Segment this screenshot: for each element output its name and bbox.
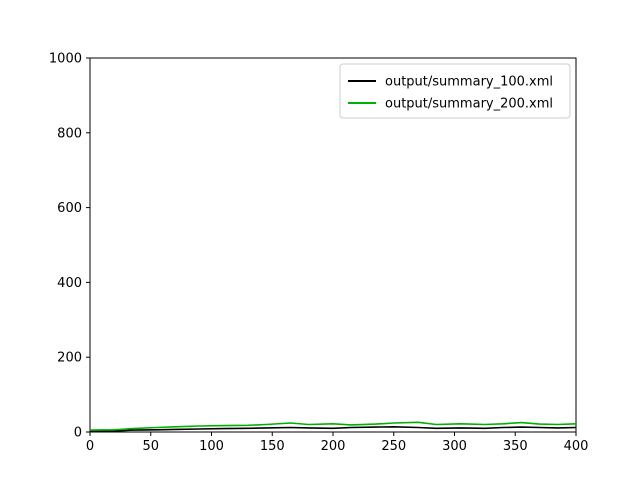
plot-area [89,57,577,433]
y-tick-label: 0 [74,426,82,441]
y-tick-label: 400 [57,276,82,291]
x-tick-label: 150 [260,439,285,454]
series-line-2 [89,421,577,431]
y-tick-label: 600 [57,201,82,216]
x-tick-label: 350 [503,439,528,454]
legend-box [339,63,571,119]
y-tick-label: 800 [57,126,82,141]
y-tick-label: 1000 [49,52,82,67]
series-layer [89,421,577,432]
x-tick-label: 50 [142,439,159,454]
legend-label-1: output/summary_100.xml [385,75,553,90]
y-tick-label: 200 [57,351,82,366]
x-tick-label: 0 [86,439,94,454]
x-tick-label: 200 [321,439,346,454]
x-tick-label: 250 [381,439,406,454]
series-line-1 [90,425,577,432]
x-tick-label: 300 [442,439,467,454]
legend-label-2: output/summary_200.xml [385,97,553,112]
x-tick-label: 400 [564,439,589,454]
legend: output/summary_100.xml output/summary_200… [339,63,571,119]
axes-layer: 0 50 100 150 200 250 300 350 400 0 200 400 600 800 100… [49,52,589,455]
x-tick-label: 100 [199,439,224,454]
